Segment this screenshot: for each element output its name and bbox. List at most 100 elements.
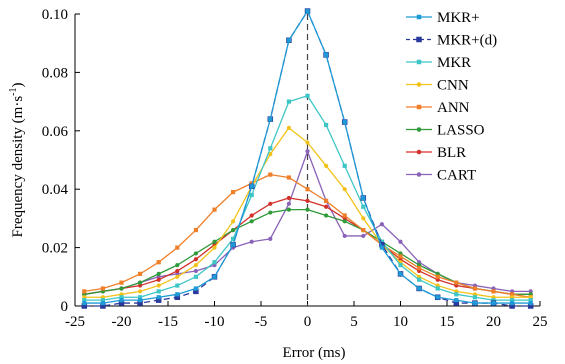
data-point-cart	[379, 222, 384, 227]
data-point-mkr	[268, 117, 273, 122]
data-point-cart	[361, 233, 366, 239]
data-point-cnn	[286, 125, 291, 130]
data-point-cart	[286, 201, 291, 206]
y-axis-label-sup: -1	[8, 88, 19, 96]
series-layer	[81, 8, 534, 309]
data-point-lasso	[305, 207, 310, 212]
data-point-cart	[175, 271, 180, 276]
y-tick-label: 0.08	[42, 65, 68, 81]
data-point-ann	[454, 280, 459, 285]
data-point-ann	[212, 207, 217, 212]
data-point-mkr	[454, 298, 459, 303]
data-point-mkr-d	[174, 294, 181, 300]
data-point-ann	[398, 254, 403, 259]
legend-marker-lasso	[416, 127, 422, 132]
data-point-ann	[249, 181, 254, 186]
data-point-blr	[268, 201, 273, 206]
data-point-cnn	[138, 289, 143, 294]
data-point-mkr	[268, 146, 273, 151]
data-point-mkr	[361, 204, 366, 209]
data-point-ann	[231, 190, 236, 195]
data-point-cnn	[193, 263, 198, 268]
data-point-lasso	[342, 219, 347, 224]
series-mkr	[82, 93, 533, 303]
legend-marker-mkr	[416, 59, 422, 65]
data-point-blr	[156, 277, 161, 282]
y-axis-label: Frequency density (m·s-1)	[8, 83, 26, 238]
data-point-mkr	[175, 292, 180, 297]
x-tick-label: 0	[304, 314, 312, 330]
legend-marker-cart	[416, 172, 422, 177]
data-point-mkr-d	[193, 288, 199, 295]
x-tick-label: 25	[533, 314, 548, 330]
legend-marker-ann	[416, 104, 422, 110]
x-tick-label: 20	[486, 314, 501, 330]
data-point-mkr	[82, 300, 87, 306]
data-point-mkr	[472, 295, 477, 300]
data-point-cart	[305, 149, 310, 154]
data-point-mkr	[379, 245, 384, 250]
data-point-mkr	[119, 298, 124, 303]
y-axis-label-base: Frequency density (m·s	[10, 96, 26, 238]
x-tick-label: -20	[112, 314, 132, 330]
data-point-lasso	[212, 239, 217, 244]
data-point-lasso	[175, 263, 180, 268]
data-point-mkr	[156, 295, 161, 300]
y-tick-label: 0.02	[42, 241, 68, 257]
data-point-lasso	[249, 219, 254, 224]
data-point-lasso	[119, 286, 124, 291]
x-tick-label: -25	[65, 314, 85, 330]
data-point-mkr	[193, 274, 198, 279]
data-point-blr	[286, 195, 291, 201]
data-point-ann	[286, 175, 291, 180]
data-point-mkr	[491, 300, 496, 306]
data-point-mkr	[249, 192, 254, 198]
y-tick-label: 0.06	[42, 124, 69, 140]
data-point-ann	[435, 274, 440, 279]
data-point-mkr-d	[137, 300, 143, 306]
legend-item-blr: BLR	[406, 145, 466, 161]
data-point-mkr-d	[379, 241, 385, 248]
data-point-lasso	[156, 271, 161, 276]
data-point-ann	[268, 172, 273, 177]
data-point-mkr	[249, 184, 254, 189]
x-tick-label: 15	[440, 314, 455, 330]
data-point-mkr	[361, 195, 366, 201]
x-tick-label: -5	[255, 314, 268, 330]
data-point-mkr	[138, 295, 143, 300]
data-point-ann	[100, 286, 105, 291]
data-point-mkr	[82, 298, 87, 303]
data-point-cart	[528, 289, 533, 294]
x-tick-label: 5	[350, 314, 358, 330]
legend: MKR+ MKR+(d) MKR CNN ANN LASSO BLR CART	[406, 10, 497, 184]
data-point-ann	[175, 245, 180, 250]
data-point-mkr-d	[100, 303, 106, 309]
data-point-ann	[156, 260, 161, 265]
data-point-mkr	[231, 242, 236, 247]
data-point-mkr	[342, 119, 347, 125]
data-point-mkr-d	[155, 297, 162, 303]
data-point-mkr	[454, 292, 459, 297]
data-point-cnn	[305, 140, 310, 145]
legend-label-cnn: CNN	[437, 78, 469, 94]
data-point-mkr	[156, 289, 161, 294]
legend-label-lasso: LASSO	[437, 123, 485, 139]
legend-item-mkr-d: MKR+(d)	[406, 33, 497, 49]
legend-label-mkr: MKR	[437, 55, 471, 71]
x-tick-label: 10	[393, 314, 408, 330]
data-point-lasso	[324, 213, 329, 218]
data-point-mkr	[417, 286, 422, 291]
data-point-mkr	[193, 286, 198, 291]
data-point-mkr	[286, 38, 291, 43]
data-point-mkr	[398, 263, 403, 268]
data-point-blr	[193, 257, 198, 262]
data-point-mkr	[510, 300, 515, 306]
data-point-mkr-d	[527, 303, 534, 309]
data-point-cnn	[156, 283, 161, 288]
data-point-ann	[305, 187, 310, 192]
data-point-ann	[361, 227, 366, 233]
data-point-cart	[268, 236, 273, 241]
data-point-cnn	[324, 163, 329, 168]
data-point-cart	[249, 239, 254, 244]
